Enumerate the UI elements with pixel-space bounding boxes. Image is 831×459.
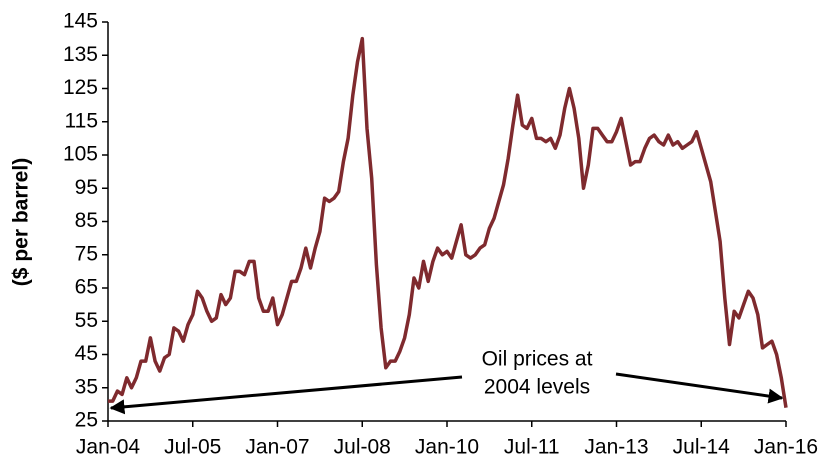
y-tick-label: 135 — [63, 43, 98, 66]
arrow — [615, 372, 784, 404]
y-tick-label: 145 — [63, 10, 98, 33]
arrow — [109, 375, 463, 415]
x-tick-label: Jul-11 — [504, 436, 560, 459]
annotation: Oil prices at — [482, 348, 593, 371]
price-line — [108, 36, 788, 408]
y-tick-label: 125 — [63, 76, 98, 99]
x-tick-label: Jul-05 — [164, 436, 221, 459]
x-tick-label: Jan-13 — [584, 436, 648, 459]
x-tick-label: Jan-16 — [754, 436, 818, 459]
y-tick-label: 55 — [75, 309, 98, 332]
y-tick-label: 115 — [65, 109, 98, 132]
y-tick-label: 35 — [75, 375, 98, 398]
y-tick-label: 105 — [63, 143, 98, 166]
x-tick-label: Jan-10 — [415, 436, 479, 459]
x-tick-label: Jan-04 — [76, 436, 141, 459]
plot: 25 35 45 55 65 75 85 95 105 115 125 135 145 Jan-04 Jul… — [63, 10, 818, 459]
annotation: 2004 levels — [484, 376, 590, 399]
y-tick-label: 65 — [75, 276, 98, 299]
y-tick-label: 95 — [75, 176, 98, 199]
x-tick-label: Jul-08 — [334, 436, 391, 459]
y-axis-label: ($ per barrel) — [10, 158, 33, 286]
y-tick-label: 85 — [75, 209, 98, 232]
y-tick-label: 45 — [75, 342, 98, 365]
x-tick-label: Jul-14 — [673, 436, 731, 459]
y-tick-label: 75 — [75, 242, 98, 265]
x-tick-label: Jan-07 — [245, 436, 309, 459]
y-tick-label: 25 — [75, 409, 98, 432]
